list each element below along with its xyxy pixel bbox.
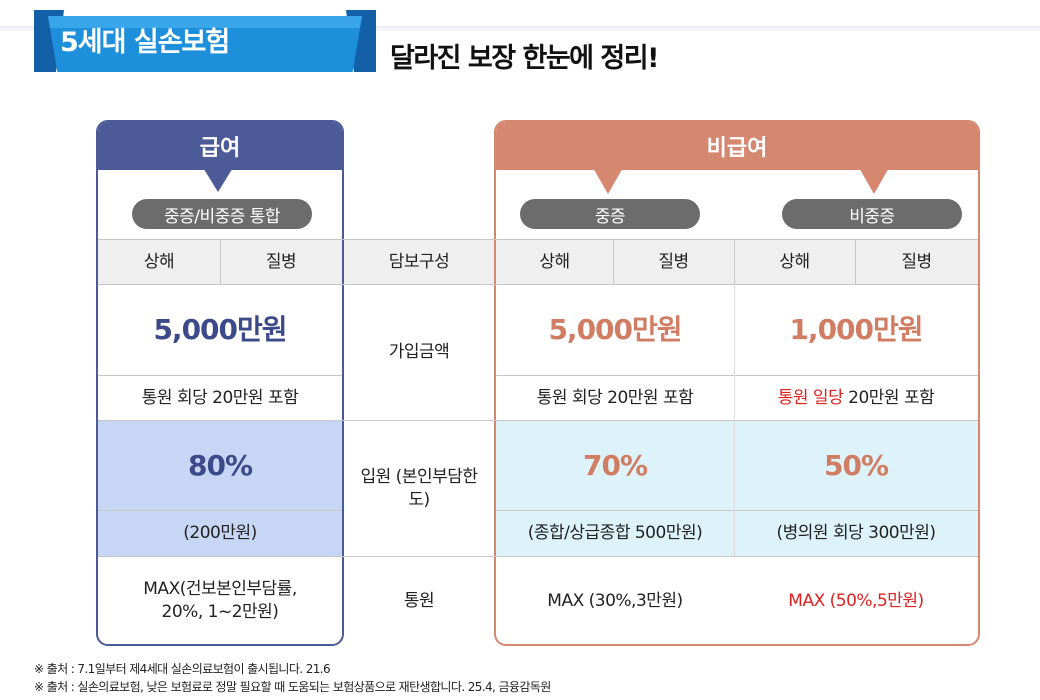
- noncovered-panel-title: 비급여: [496, 122, 978, 170]
- grid-line: [613, 240, 614, 284]
- left-hosp-bg: [98, 421, 342, 556]
- severe-amount: 5,000만원: [548, 313, 682, 347]
- row-label-amount: 가입금액: [388, 342, 450, 363]
- nonsevere-amount-note: 통원 일당 20만원 포함: [734, 376, 978, 420]
- nonsevere-note-highlight: 통원 일당: [777, 387, 844, 408]
- covered-panel-title: 급여: [98, 122, 342, 170]
- covered-panel: 급여: [96, 120, 344, 646]
- severe-outpatient: MAX (30%,3만원): [547, 590, 683, 611]
- covered-hosp-limit: (200만원): [183, 523, 257, 544]
- nonsevere-amount: 1,000만원: [789, 313, 923, 347]
- covered-amount: 5,000만원: [153, 313, 287, 347]
- col-header-nonsevere-injury: 상해: [779, 251, 810, 272]
- col-header-severe-injury: 상해: [539, 251, 570, 272]
- pill-integrated: 중증/비중증 통합: [132, 199, 312, 229]
- nonsevere-pointer: [858, 166, 890, 194]
- grid-line: [98, 556, 978, 557]
- grid-line: [855, 240, 856, 284]
- nonsevere-hosp-rate: 50%: [823, 448, 889, 482]
- title-banner: [34, 10, 376, 72]
- noncovered-panel: 비급여: [494, 120, 980, 646]
- grid-line: [734, 240, 735, 284]
- grid-line: [496, 510, 978, 511]
- severe-hosp-rate: 70%: [582, 448, 648, 482]
- footnote-2: ※ 출처 : 실손의료보험, 낮은 보험료로 정말 필요할 때 도움되는 보험상…: [34, 680, 551, 694]
- col-header-severe-disease: 질병: [658, 251, 689, 272]
- severe-pointer: [592, 166, 624, 194]
- col-header-nonsevere-disease: 질병: [901, 251, 932, 272]
- row-label-outpatient: 통원: [403, 590, 435, 611]
- col-header-coverage: 담보구성: [388, 251, 450, 272]
- grid-line: [98, 510, 342, 511]
- right-hosp-bg: [496, 421, 978, 556]
- nonsevere-note-rest: 20만원 포함: [848, 387, 935, 408]
- grid-line: [496, 375, 978, 376]
- col-header-covered-disease: 질병: [265, 251, 297, 272]
- column-header-row: [98, 240, 978, 284]
- grid-line: [98, 420, 978, 421]
- nonsevere-hosp-limit: (병의원 회당 300만원): [776, 523, 937, 544]
- row-label-hosp: 입원 (본인부담한도): [360, 466, 478, 510]
- col-header-covered-injury: 상해: [143, 251, 175, 272]
- severe-hosp-limit: (종합/상급종합 500만원): [527, 523, 703, 544]
- grid-line: [734, 284, 735, 556]
- grid-line: [98, 239, 978, 240]
- page-subtitle: 달라진 보장 한눈에 정리!: [390, 43, 659, 74]
- pill-severe: 중증: [520, 199, 700, 229]
- covered-pointer: [202, 166, 234, 192]
- nonsevere-outpatient: MAX (50%,5만원): [788, 590, 924, 611]
- covered-amount-note: 통원 회당 20만원 포함: [141, 387, 299, 408]
- footnote-1: ※ 출처 : 7.1일부터 제4세대 실손의료보험이 출시됩니다. 21.6: [34, 662, 331, 676]
- covered-outpatient: MAX(건보본인부담률, 20%, 1~2만원): [143, 579, 297, 622]
- grid-line: [220, 240, 221, 284]
- covered-hosp-rate: 80%: [187, 448, 253, 482]
- grid-line: [98, 284, 978, 285]
- banner-title: 5세대 실손보험: [60, 27, 230, 58]
- severe-amount-note: 통원 회당 20만원 포함: [536, 387, 694, 408]
- header-divider: [0, 26, 1040, 32]
- grid-line: [98, 375, 342, 376]
- pill-nonsevere: 비중증: [782, 199, 962, 229]
